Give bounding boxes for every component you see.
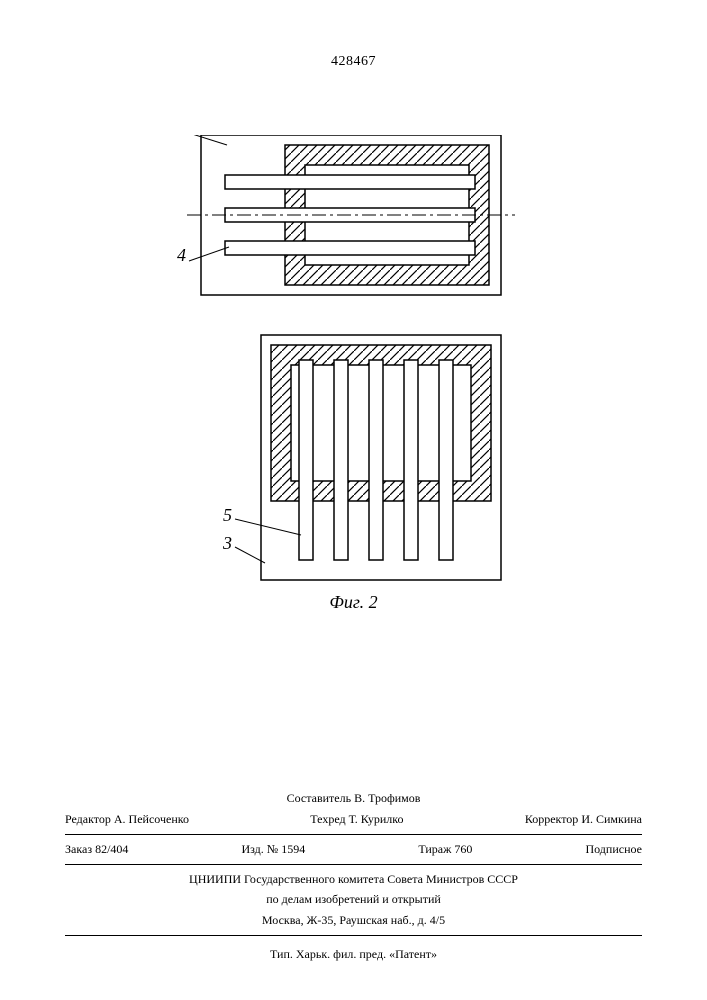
figure-2: 2 4 5 3 <box>165 135 535 615</box>
svg-text:2: 2 <box>177 135 186 137</box>
svg-text:5: 5 <box>223 505 232 525</box>
compiler-label: Составитель <box>287 791 351 805</box>
techred: Техред Т. Курилко <box>310 811 403 828</box>
footer-block: Составитель В. Трофимов Редактор А. Пейс… <box>65 788 642 940</box>
corrector: Корректор И. Симкина <box>525 811 642 828</box>
org-line-2: по делам изобретений и открытий <box>65 889 642 910</box>
order: Заказ 82/404 <box>65 841 128 858</box>
compiler-line: Составитель В. Трофимов <box>65 788 642 809</box>
issue: Изд. № 1594 <box>241 841 305 858</box>
figure-caption: Фиг. 2 <box>0 592 707 613</box>
print-run: Тираж 760 <box>418 841 472 858</box>
address-line: Москва, Ж-35, Раушская наб., д. 4/5 <box>65 910 642 931</box>
document-number: 428467 <box>0 54 707 70</box>
credits-row: Редактор А. Пейсоченко Техред Т. Курилко… <box>65 809 642 830</box>
compiler-name: В. Трофимов <box>354 791 420 805</box>
org-line-1: ЦНИИПИ Государственного комитета Совета … <box>65 869 642 890</box>
subscription: Подписное <box>585 841 642 858</box>
svg-text:4: 4 <box>177 245 186 265</box>
printer-line: Тип. Харьк. фил. пред. «Патент» <box>0 947 707 962</box>
svg-text:3: 3 <box>222 533 232 553</box>
print-row: Заказ 82/404 Изд. № 1594 Тираж 760 Подпи… <box>65 839 642 860</box>
editor: Редактор А. Пейсоченко <box>65 811 189 828</box>
